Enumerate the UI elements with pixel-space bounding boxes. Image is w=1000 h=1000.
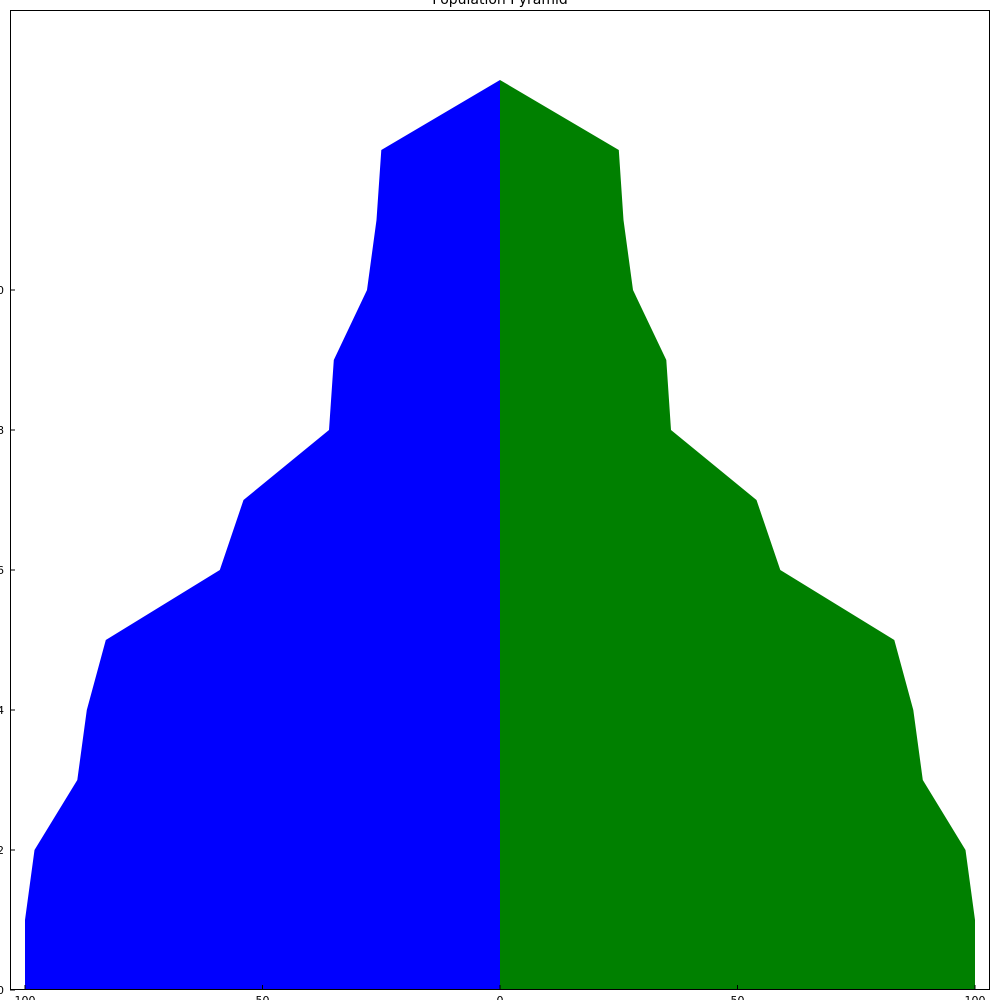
y-tick-label: 4 xyxy=(0,704,4,717)
x-tick-label: 50 xyxy=(731,994,745,1000)
y-tick-label: 2 xyxy=(0,844,4,857)
y-tick-label: 8 xyxy=(0,424,4,437)
y-tick-label: 10 xyxy=(0,284,4,297)
x-tick-label: 50 xyxy=(256,994,270,1000)
y-tick-label: 0 xyxy=(0,984,4,997)
y-tick-label: 6 xyxy=(0,564,4,577)
x-tick-label: 0 xyxy=(497,994,504,1000)
x-tick-label: 100 xyxy=(965,994,986,1000)
chart-title: Population Pyramid xyxy=(432,0,567,8)
x-tick-label: 100 xyxy=(15,994,36,1000)
